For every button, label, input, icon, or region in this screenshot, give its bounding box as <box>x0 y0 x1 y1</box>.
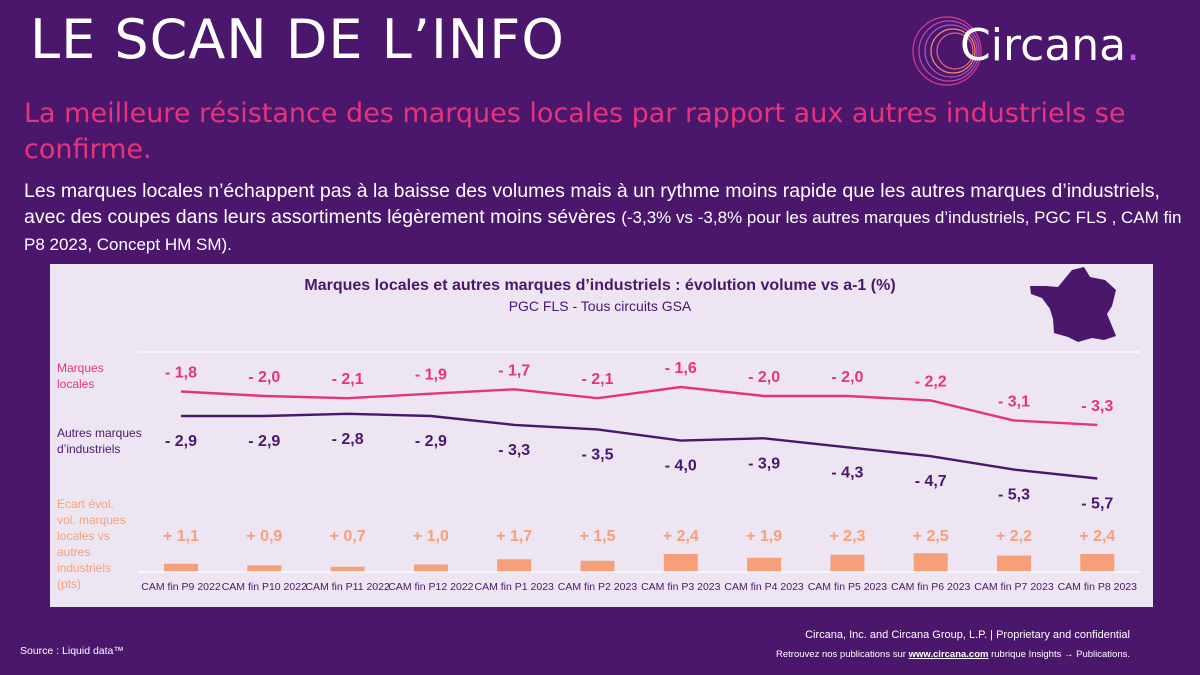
footer-line-1: Circana, Inc. and Circana Group, L.P. | … <box>805 629 1130 641</box>
gap-label: + 1,5 <box>579 528 615 545</box>
gap-label: + 1,7 <box>496 528 532 545</box>
gap-label: + 2,4 <box>1079 528 1115 545</box>
gap-bar <box>330 566 365 572</box>
gap-label: + 2,3 <box>829 528 865 545</box>
gap-label: + 0,9 <box>246 528 282 545</box>
data-label: - 1,6 <box>665 360 697 377</box>
x-tick-label: CAM fin P3 2023 <box>641 581 721 593</box>
chart-title: Marques locales et autres marques d’indu… <box>304 277 895 294</box>
lead-paragraph: Les marques locales n’échappent pas à la… <box>24 178 1184 258</box>
data-label: - 2,9 <box>165 433 197 450</box>
series-line-1 <box>180 385 1098 427</box>
data-label: - 4,0 <box>665 458 697 475</box>
gap-label: + 2,4 <box>663 528 699 545</box>
data-label: - 3,5 <box>581 446 613 463</box>
data-label: - 1,9 <box>415 367 447 384</box>
data-label: - 2,9 <box>415 433 447 450</box>
line-chart: Marques locales et autres marques d’indu… <box>57 267 1140 593</box>
gap-bar <box>997 555 1031 572</box>
gap-label: + 2,5 <box>913 528 949 545</box>
data-label: - 1,7 <box>498 362 530 379</box>
gap-label: + 1,9 <box>746 528 782 545</box>
chart-subtitle: PGC FLS - Tous circuits GSA <box>509 298 692 314</box>
data-label: - 2,9 <box>248 433 280 450</box>
gap-bar <box>663 554 698 572</box>
gap-label: + 1,0 <box>413 528 449 545</box>
france-map-icon <box>1030 267 1116 342</box>
x-tick-label: CAM fin P7 2023 <box>974 581 1054 593</box>
data-label: - 2,1 <box>581 371 613 388</box>
lead-text: Les marques locales n’échappent pas à la… <box>24 180 1160 228</box>
x-tick-label: CAM fin P9 2022 <box>141 581 221 593</box>
row-label-am: Autres marques d’industriels <box>57 426 142 456</box>
footer-legal: Circana, Inc. and Circana Group, L.P. | … <box>776 625 1130 665</box>
data-label: - 5,3 <box>998 487 1030 504</box>
data-label: - 2,0 <box>831 369 863 386</box>
row-label-gap: Ecart évol. vol. marques locales vs autres i… <box>57 497 126 591</box>
gap-bar <box>413 564 448 572</box>
lead-figures: (-3,3% vs -3,8% pour les autres marques … <box>24 208 1182 254</box>
logo-wordmark: Circana. <box>960 20 1141 71</box>
data-label: - 3,3 <box>498 442 530 459</box>
data-label: - 3,9 <box>748 455 780 472</box>
data-label: - 2,2 <box>915 373 947 390</box>
data-label: - 2,0 <box>248 369 280 386</box>
data-label: - 2,1 <box>332 371 364 388</box>
x-tick-label: CAM fin P11 2022 <box>305 581 390 593</box>
gap-label: + 1,1 <box>163 528 199 545</box>
gap-bar <box>247 565 282 572</box>
x-tick-label: CAM fin P5 2023 <box>808 581 888 593</box>
x-tick-label: CAM fin P4 2023 <box>724 581 804 593</box>
data-label: - 4,7 <box>915 473 947 490</box>
data-label: - 2,0 <box>748 369 780 386</box>
gap-bar <box>747 557 782 572</box>
gap-label: + 0,7 <box>330 528 366 545</box>
row-label-ml: Marques locales <box>57 361 104 391</box>
circana-link[interactable]: www.circana.com <box>908 649 989 660</box>
gap-bar <box>164 563 198 572</box>
chart-panel: Marques locales et autres marques d’indu… <box>50 264 1153 607</box>
series-line-2 <box>181 412 1098 480</box>
gap-bar <box>1080 554 1115 572</box>
x-tick-label: CAM fin P10 2022 <box>222 581 307 593</box>
data-label: - 4,3 <box>831 464 863 481</box>
gap-bar <box>497 559 532 572</box>
data-label: - 5,7 <box>1081 495 1113 512</box>
x-tick-label: CAM fin P2 2023 <box>558 581 638 593</box>
circana-logo-icon <box>912 16 982 86</box>
data-label: - 3,1 <box>998 393 1030 410</box>
page-title: LE SCAN DE L’INFO <box>30 8 565 71</box>
source-note: Source : Liquid data™ <box>20 645 124 657</box>
data-label: - 1,8 <box>165 365 197 382</box>
x-tick-label: CAM fin P1 2023 <box>475 581 555 593</box>
gap-bar <box>913 553 948 572</box>
footer-line-2: Retrouvez nos publications sur www.circa… <box>776 649 1130 660</box>
data-label: - 3,3 <box>1081 398 1113 415</box>
x-tick-label: CAM fin P8 2023 <box>1058 581 1138 593</box>
x-tick-label: CAM fin P6 2023 <box>891 581 971 593</box>
data-label: - 2,8 <box>332 431 364 448</box>
x-tick-label: CAM fin P12 2022 <box>388 581 473 593</box>
headline: La meilleure résistance des marques loca… <box>24 98 1126 165</box>
gap-label: + 2,2 <box>996 528 1032 545</box>
gap-bar <box>580 560 615 572</box>
gap-bar <box>830 554 865 572</box>
